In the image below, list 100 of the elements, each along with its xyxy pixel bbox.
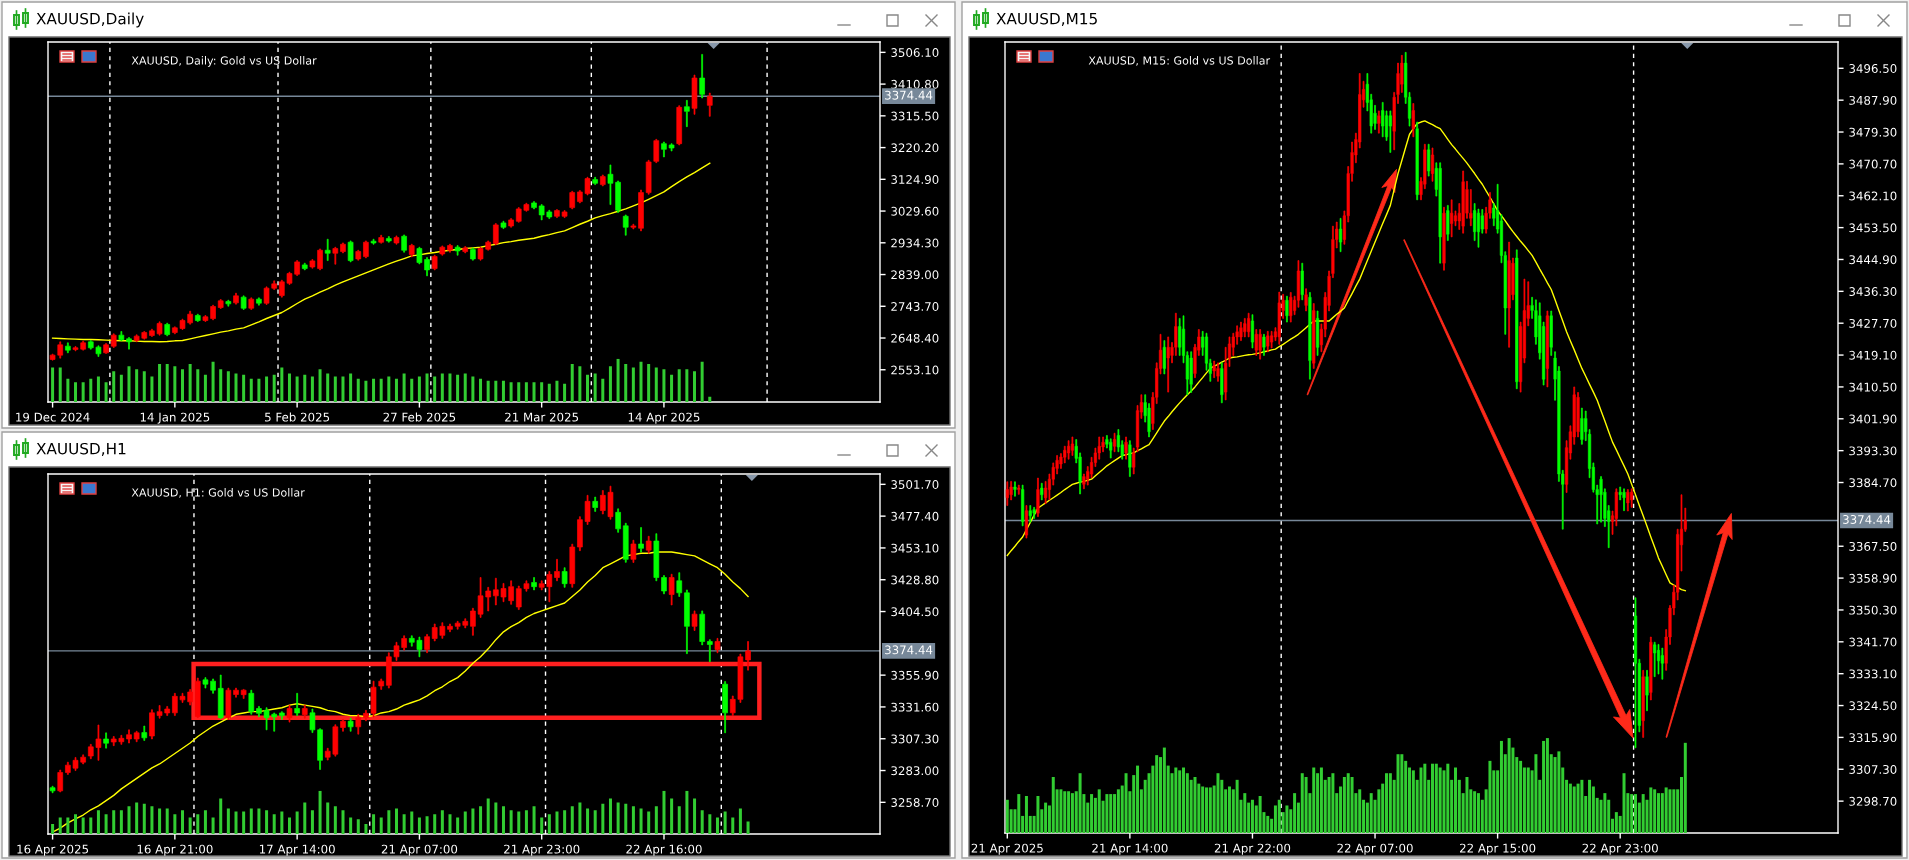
bar [586, 374, 590, 402]
candlestick [1212, 360, 1216, 379]
bar [662, 369, 666, 402]
bar [341, 376, 345, 402]
bar [631, 806, 635, 834]
bar [1293, 793, 1297, 833]
bar [1300, 773, 1304, 833]
candlestick [256, 297, 262, 306]
bar [463, 811, 467, 834]
bar [578, 802, 582, 834]
bar [524, 382, 528, 402]
bar [723, 811, 727, 834]
bar [1136, 765, 1140, 833]
candlestick [691, 610, 698, 631]
bar [1342, 777, 1346, 833]
bar [479, 378, 483, 402]
candlestick [1270, 331, 1274, 349]
bar [1024, 795, 1028, 833]
bar [601, 378, 605, 402]
bar [394, 378, 398, 402]
bar [1319, 767, 1323, 833]
bar [417, 376, 421, 402]
bar [486, 380, 490, 402]
candlestick [569, 190, 576, 210]
bar [219, 798, 223, 834]
y-tick-label: 2934.30 [891, 238, 939, 248]
candlestick [141, 725, 148, 741]
candlestick [324, 238, 331, 261]
candlestick [1262, 333, 1266, 356]
x-tick-label: 21 Apr 2025 [971, 843, 1043, 855]
bar [586, 808, 590, 834]
candlestick [416, 246, 423, 265]
bar [433, 814, 437, 834]
bar [104, 382, 108, 402]
bar [555, 811, 559, 834]
y-tick-label: 3501.70 [891, 480, 939, 489]
candlestick [286, 704, 293, 723]
bar [81, 817, 85, 834]
bar [326, 802, 330, 834]
bar [356, 378, 360, 402]
candlestick [1649, 636, 1653, 701]
bar [517, 382, 521, 402]
candlestick [424, 634, 430, 654]
bar [402, 814, 406, 834]
candlestick [600, 174, 606, 187]
candlestick [500, 220, 507, 229]
bar [494, 802, 498, 834]
bar [242, 811, 246, 834]
bar [517, 811, 521, 834]
x-tick-label: 21 Apr 07:00 [381, 844, 458, 856]
bar [1446, 763, 1450, 833]
bar [1124, 773, 1128, 833]
y-tick-label: 3419.10 [1849, 350, 1897, 360]
bar [425, 373, 429, 402]
bar [1243, 793, 1247, 833]
candlestick [1461, 170, 1465, 234]
bar [1434, 763, 1438, 833]
bar [1204, 787, 1208, 833]
bar [310, 376, 314, 402]
x-tick-label: 22 Apr 07:00 [1337, 843, 1413, 855]
bar [486, 798, 490, 834]
candlestick [554, 558, 560, 582]
candlestick [347, 240, 354, 263]
candlestick [57, 769, 64, 793]
bar [1545, 738, 1549, 833]
bar [1557, 751, 1561, 833]
candlestick [133, 730, 140, 743]
bar [96, 810, 100, 834]
bar [158, 808, 162, 834]
bar [1542, 740, 1546, 833]
candlestick [233, 687, 239, 698]
bar [196, 369, 200, 402]
bar [1208, 787, 1212, 833]
bar [127, 806, 131, 834]
bar [318, 369, 322, 402]
bar [280, 367, 284, 402]
y-tick-label: 3410.80 [891, 79, 939, 89]
y-tick-label: 3384.70 [1849, 478, 1897, 488]
y-tick-label: 3355.90 [891, 670, 939, 680]
candlestick [1277, 291, 1281, 345]
y-tick-label: 2743.70 [891, 302, 939, 311]
bar [563, 810, 567, 834]
bar [509, 810, 513, 834]
candlestick [722, 681, 728, 734]
y-tick-label: 3462.10 [1849, 191, 1897, 201]
bar [364, 380, 368, 402]
bar [608, 366, 612, 402]
candlestick [1641, 670, 1645, 738]
x-tick-label: 14 Jan 2025 [140, 412, 210, 424]
bar [356, 819, 360, 834]
bar [295, 811, 299, 834]
bar [1649, 787, 1653, 833]
bar [1430, 763, 1434, 833]
bar [547, 814, 551, 834]
candlestick [1162, 340, 1166, 375]
bar [448, 373, 452, 402]
bar [1499, 740, 1503, 833]
bar [181, 369, 184, 402]
candlestick [439, 245, 446, 256]
bar [1078, 773, 1082, 833]
